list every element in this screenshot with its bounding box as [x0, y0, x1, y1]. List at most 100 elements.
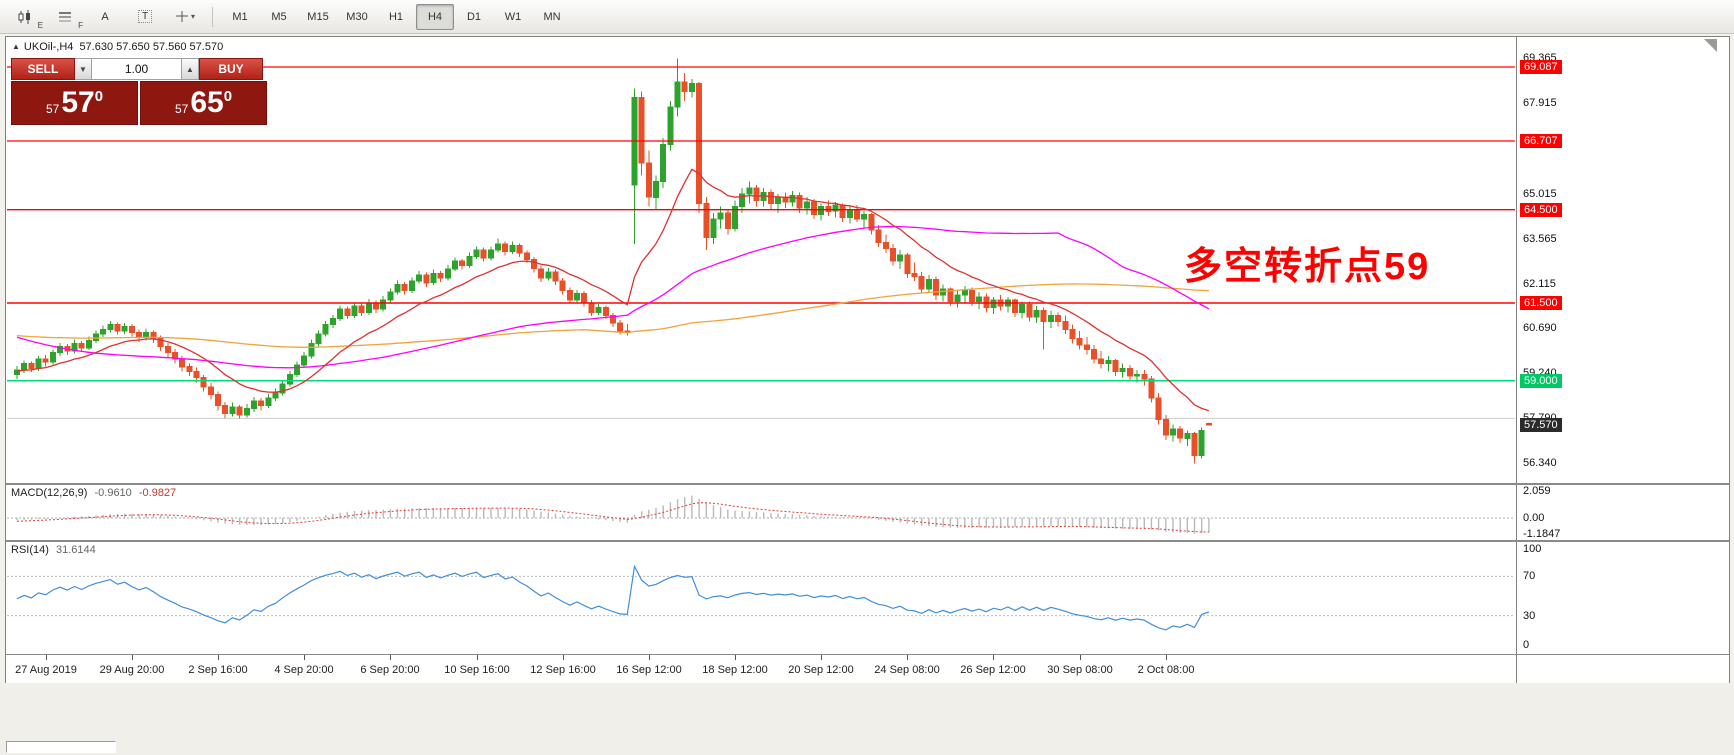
time-axis-label: 16 Sep 12:00 [616, 664, 682, 676]
rsi-axis-label: 70 [1523, 570, 1536, 582]
macd-name: MACD(12,26,9) [11, 487, 88, 499]
macd-axis-label: -1.1847 [1523, 528, 1561, 540]
auto-scroll-icon[interactable] [1704, 39, 1717, 52]
crosshair-icon [175, 11, 188, 22]
timeframe-button-h4[interactable]: H4 [416, 3, 454, 30]
time-axis-tick [477, 655, 478, 660]
candlestick-chart [7, 58, 1515, 464]
macd-label: MACD(12,26,9) -0.9610 -0.9827 [11, 487, 176, 499]
time-axis-label: 2 Oct 08:00 [1137, 664, 1195, 676]
text-box-icon: T [137, 10, 153, 23]
price-axis-label: 65.015 [1523, 188, 1557, 200]
buy-price-pip: 0 [223, 88, 233, 105]
panel-divider[interactable] [6, 483, 1729, 485]
time-axis-label: 2 Sep 16:00 [188, 664, 248, 676]
crosshair-button[interactable]: ▾ [166, 4, 204, 30]
mid-ma [16, 225, 1210, 369]
time-axis-divider [6, 654, 1729, 655]
timeframe-button-w1[interactable]: W1 [504, 10, 522, 23]
time-axis-tick [821, 655, 822, 660]
text-label-button[interactable]: A [101, 10, 109, 23]
buy-price-dec: 65 [190, 86, 224, 119]
macd-chart [7, 495, 1515, 534]
time-axis-tick [46, 655, 47, 660]
time-axis-tick [218, 655, 219, 660]
sell-price-tile[interactable]: 57 57 0 [11, 81, 138, 125]
rsi-axis: 100 70 30 0 [1518, 542, 1578, 654]
sell-price-dec: 57 [61, 86, 95, 119]
timeframe-button-m1[interactable]: M1 [232, 10, 248, 23]
chart-type-sub-label: E [37, 20, 43, 30]
price-direction-icon: ▲ [12, 42, 20, 51]
time-axis-tick [304, 655, 305, 660]
toolbar-separator [212, 6, 213, 27]
sell-button[interactable]: SELL [11, 58, 75, 80]
symbol-header: ▲ UKOil-,H4 57.630 57.650 57.560 57.570 [12, 41, 223, 53]
timeframe-button-mn[interactable]: MN [543, 10, 561, 23]
time-axis-label: 30 Sep 08:00 [1047, 664, 1113, 676]
price-axis-label: 67.915 [1523, 97, 1557, 109]
macd-main-value: -0.9610 [94, 487, 132, 499]
time-axis-label: 20 Sep 12:00 [788, 664, 854, 676]
timeframe-group: M1 M5 M15 M30 H1 H4 D1 W1 MN [221, 3, 571, 30]
chevron-down-icon: ▾ [190, 12, 195, 21]
price-axis-label: 56.340 [1523, 457, 1557, 469]
panel-divider[interactable] [6, 540, 1729, 542]
time-axis-label: 4 Sep 20:00 [274, 664, 334, 676]
one-click-trading-panel: SELL ▼ ▲ BUY 57 57 0 57 65 [11, 58, 267, 125]
volume-input[interactable] [92, 58, 182, 80]
timeframe-button-h1[interactable]: H1 [388, 10, 404, 23]
timeframe-button-m30[interactable]: M30 [346, 10, 368, 23]
text-box-button[interactable]: T [126, 4, 164, 30]
symbol-title: UKOil-,H4 [23, 41, 74, 53]
price-axis-label: 64.500 [1520, 203, 1562, 217]
time-axis-tick [132, 655, 133, 660]
indicators-sub-label: F [78, 20, 83, 30]
time-axis-tick [735, 655, 736, 660]
price-axis-label: 60.690 [1523, 322, 1557, 334]
rsi-value: 31.6144 [55, 544, 96, 556]
buy-button[interactable]: BUY [199, 58, 263, 80]
buy-price-tile[interactable]: 57 65 0 [140, 81, 267, 125]
indicator-list-icon [58, 12, 71, 22]
price-axis-label: 61.500 [1520, 296, 1562, 310]
macd-axis-label: 0.00 [1523, 512, 1545, 524]
rsi-axis-label: 100 [1523, 543, 1542, 555]
macd-axis-label: 2.059 [1523, 485, 1551, 497]
sell-price-pip: 0 [94, 88, 104, 105]
toolbar: E F A T ▾ M1 M5 M15 M30 H1 H4 D1 W1 MN [0, 0, 1734, 34]
price-axis-label: 59.000 [1520, 374, 1562, 388]
ohlc-values: 57.630 57.650 57.560 57.570 [79, 41, 224, 53]
volume-up-button[interactable]: ▲ [182, 58, 199, 80]
macd-signal-value: -0.9827 [138, 487, 177, 499]
rsi-axis-label: 0 [1523, 639, 1530, 651]
timeframe-button-m5[interactable]: M5 [271, 10, 287, 23]
timeframe-button-m15[interactable]: M15 [307, 10, 329, 23]
volume-dropdown-button[interactable]: ▼ [75, 58, 92, 80]
chart-type-button[interactable]: E [6, 4, 44, 30]
price-axis: 69.365 69.087 67.915 66.707 65.015 64.500 63.5… [1518, 38, 1578, 483]
time-axis-label: 12 Sep 16:00 [530, 664, 596, 676]
time-axis-label: 24 Sep 08:00 [874, 664, 940, 676]
chart-window: ▲ UKOil-,H4 57.630 57.650 57.560 57.570 SE… [5, 36, 1730, 684]
rsi-name: RSI(14) [11, 544, 49, 556]
time-axis-tick [390, 655, 391, 660]
status-cell [6, 741, 116, 753]
rsi-chart [7, 564, 1515, 631]
time-axis-tick [649, 655, 650, 660]
rsi-axis-label: 30 [1523, 610, 1536, 622]
indicators-button[interactable]: F [46, 4, 84, 30]
fast-ma [16, 168, 1210, 412]
time-axis-label: 10 Sep 16:00 [444, 664, 510, 676]
price-axis-label: 63.565 [1523, 233, 1557, 245]
price-axis-label: 66.707 [1520, 134, 1562, 148]
time-axis-tick [1166, 655, 1167, 660]
time-axis-tick [1080, 655, 1081, 660]
timeframe-button-d1[interactable]: D1 [466, 10, 482, 23]
candlestick-icon [18, 9, 30, 24]
status-bar [0, 683, 1734, 755]
time-axis-label: 6 Sep 20:00 [360, 664, 420, 676]
time-axis-label: 18 Sep 12:00 [702, 664, 768, 676]
time-axis[interactable]: 27 Aug 2019 29 Aug 20:00 2 Sep 16:00 4 Sep … [7, 655, 1515, 682]
